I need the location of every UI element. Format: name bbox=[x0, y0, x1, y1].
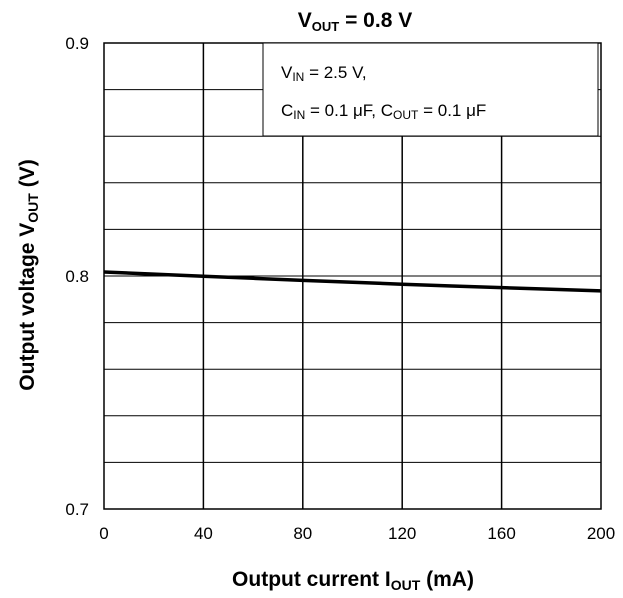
annotation-line-vin: VIN = 2.5 V, bbox=[281, 63, 367, 84]
x-tick-label: 120 bbox=[388, 524, 416, 543]
y-tick-label: 0.7 bbox=[65, 500, 89, 519]
y-tick-labels: 0.7 0.8 0.9 bbox=[65, 34, 89, 519]
y-tick-label: 0.8 bbox=[65, 267, 89, 286]
series-layer bbox=[103, 270, 602, 293]
x-tick-label: 160 bbox=[487, 524, 515, 543]
x-tick-label: 200 bbox=[587, 524, 615, 543]
chart-title: VOUT = 0.8 V bbox=[298, 9, 412, 34]
x-tick-label: 40 bbox=[194, 524, 213, 543]
series-line-vout bbox=[103, 270, 602, 293]
y-axis-label: Output voltage VOUT (V) bbox=[16, 159, 41, 390]
x-tick-labels: 0 40 80 120 160 200 bbox=[99, 524, 615, 543]
y-tick-label: 0.9 bbox=[65, 34, 89, 53]
annotation-line-caps: CIN = 0.1 μF, COUT = 0.1 μF bbox=[281, 101, 486, 122]
x-tick-label: 0 bbox=[99, 524, 108, 543]
x-tick-label: 80 bbox=[293, 524, 312, 543]
x-axis-label: Output current IOUT (mA) bbox=[232, 568, 474, 593]
condition-annotation: VIN = 2.5 V, CIN = 0.1 μF, COUT = 0.1 μF bbox=[262, 42, 599, 137]
